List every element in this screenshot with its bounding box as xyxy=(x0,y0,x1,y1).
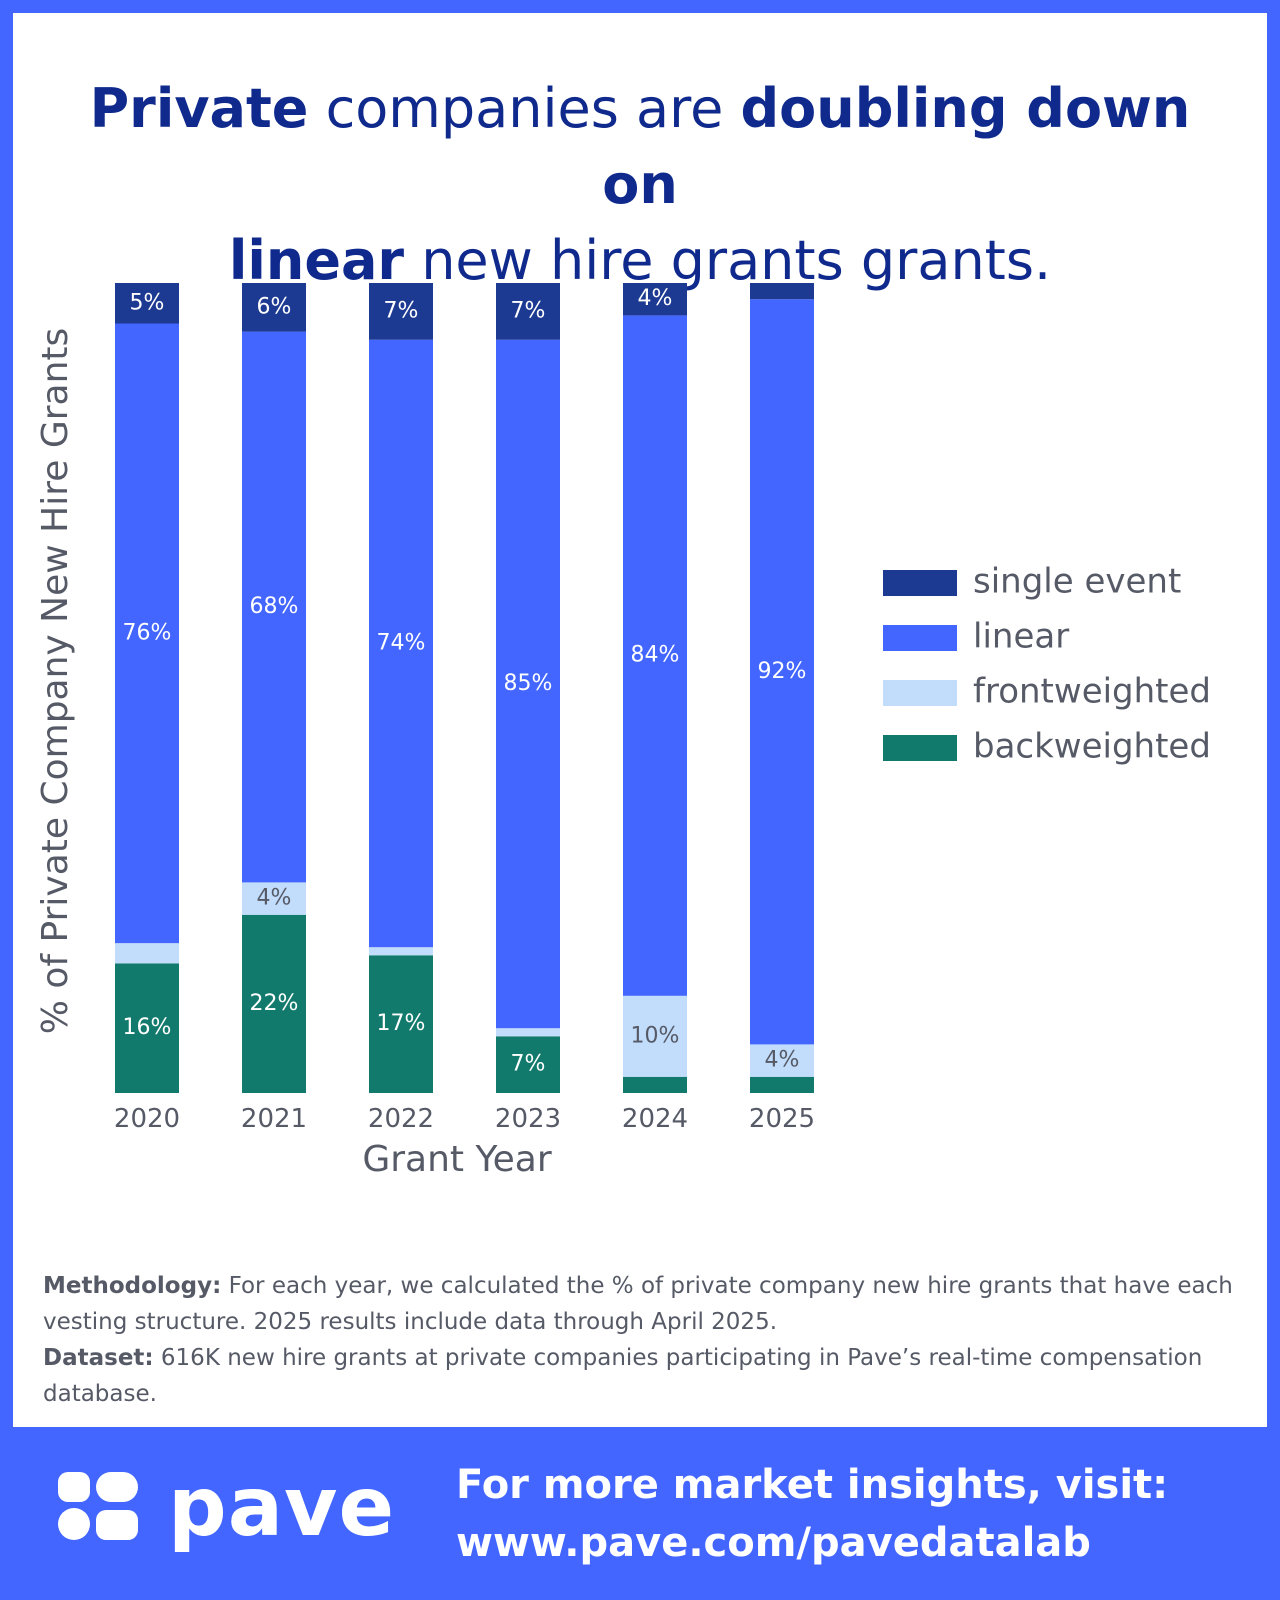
dataset-label: Dataset: xyxy=(43,1345,154,1371)
data-label-backweighted-2021: 22% xyxy=(250,991,299,1016)
bar-backweighted-2024 xyxy=(623,1076,687,1093)
x-tick-2025: 2025 xyxy=(749,1104,815,1134)
data-label-linear-2022: 74% xyxy=(377,630,426,655)
bar-linear-2020 xyxy=(115,323,179,944)
bar-frontweighted-2023 xyxy=(496,1028,560,1037)
pave-logo[interactable]: pave xyxy=(58,1460,394,1560)
x-tick-2022: 2022 xyxy=(368,1104,434,1134)
bar-backweighted-2020 xyxy=(115,963,179,1093)
bar-linear-2023 xyxy=(496,339,560,1029)
y-axis-title: % of Private Company New Hire Grants xyxy=(35,328,76,1035)
data-label-linear-2023: 85% xyxy=(504,671,553,696)
legend: single event linear frontweighted backweigh… xyxy=(883,562,1211,767)
stacked-bar-chart: 16% 76% 5% 22% 4% 68% 6% 17% 74% 7% 7% 85% 7% 10% 84% 4… xyxy=(35,283,1211,1180)
content-card: Private companies are doubling down on l… xyxy=(13,13,1267,1427)
x-tick-2023: 2023 xyxy=(495,1104,561,1134)
dataset-text: 616K new hire grants at private companie… xyxy=(43,1345,1203,1407)
legend-swatch-single-event xyxy=(883,570,957,596)
x-tick-2024: 2024 xyxy=(622,1104,688,1134)
legend-label-frontweighted: frontweighted xyxy=(973,672,1211,712)
bar-single-event-2024 xyxy=(623,283,687,316)
bar-backweighted-2021 xyxy=(242,914,306,1093)
bar-single-event-2021 xyxy=(242,283,306,332)
bar-frontweighted-2020 xyxy=(115,943,179,964)
bar-frontweighted-2022 xyxy=(369,947,433,956)
page-title: Private companies are doubling down on l… xyxy=(53,71,1227,299)
bar-linear-2022 xyxy=(369,339,433,948)
cta-link[interactable]: www.pave.com/pavedatalab xyxy=(456,1520,1091,1566)
bar-single-event-2023 xyxy=(496,283,560,340)
bar-backweighted-2025 xyxy=(750,1076,814,1093)
data-label-backweighted-2023: 7% xyxy=(511,1052,546,1077)
bars-group: 16% 76% 5% 22% 4% 68% 6% 17% 74% 7% 7% 85% 7% 10% 84% 4… xyxy=(115,283,814,1093)
x-tick-labels: 2020 2021 2022 2023 2024 2025 xyxy=(114,1104,815,1134)
title-text-1: companies are xyxy=(308,77,741,140)
bar-single-event-2025 xyxy=(750,283,814,300)
data-label-frontweighted-2025: 4% xyxy=(765,1048,800,1073)
pave-logo-icon xyxy=(58,1472,138,1540)
title-text-2: new hire grants grants. xyxy=(404,229,1052,292)
data-label-single-event-2024: 4% xyxy=(638,286,673,311)
bar-frontweighted-2024 xyxy=(623,995,687,1077)
legend-swatch-backweighted xyxy=(883,735,957,761)
footer-cta: For more market insights, visit: www.pav… xyxy=(456,1456,1256,1572)
bar-single-event-2020 xyxy=(115,283,179,324)
bar-frontweighted-2025 xyxy=(750,1044,814,1077)
data-label-linear-2021: 68% xyxy=(250,594,299,619)
data-label-linear-2020: 76% xyxy=(123,620,172,645)
bar-linear-2021 xyxy=(242,331,306,883)
bar-frontweighted-2021 xyxy=(242,882,306,915)
title-bold-2: doubling down on xyxy=(602,77,1191,216)
legend-swatch-linear xyxy=(883,625,957,651)
data-label-frontweighted-2021: 4% xyxy=(257,886,292,911)
legend-label-linear: linear xyxy=(973,617,1069,657)
data-label-backweighted-2022: 17% xyxy=(377,1011,426,1036)
data-label-linear-2024: 84% xyxy=(631,643,680,668)
x-axis-title: Grant Year xyxy=(362,1139,552,1180)
x-tick-2020: 2020 xyxy=(114,1104,180,1134)
bar-backweighted-2023 xyxy=(496,1036,560,1093)
data-label-frontweighted-2024: 10% xyxy=(631,1023,680,1048)
bar-backweighted-2022 xyxy=(369,955,433,1093)
data-label-single-event-2023: 7% xyxy=(511,298,546,323)
data-label-linear-2025: 92% xyxy=(758,659,807,684)
methodology-notes: Methodology: For each year, we calculate… xyxy=(43,1268,1243,1412)
bar-single-event-2022 xyxy=(369,283,433,340)
data-label-single-event-2020: 5% xyxy=(130,290,165,315)
cta-line-1: For more market insights, visit: xyxy=(456,1462,1169,1508)
bar-linear-2025 xyxy=(750,299,814,1045)
data-label-backweighted-2020: 16% xyxy=(123,1015,172,1040)
pave-logo-wordmark: pave xyxy=(168,1460,396,1555)
x-tick-2021: 2021 xyxy=(241,1104,307,1134)
data-label-single-event-2021: 6% xyxy=(257,294,292,319)
legend-label-backweighted: backweighted xyxy=(973,727,1211,767)
title-bold-3: linear xyxy=(228,229,405,292)
methodology-text: For each year, we calculated the % of pr… xyxy=(43,1273,1233,1335)
data-label-single-event-2022: 7% xyxy=(384,298,419,323)
methodology-label: Methodology: xyxy=(43,1273,222,1299)
bar-linear-2024 xyxy=(623,315,687,996)
title-bold-1: Private xyxy=(89,77,309,140)
legend-swatch-frontweighted xyxy=(883,680,957,706)
legend-label-single-event: single event xyxy=(973,562,1181,602)
